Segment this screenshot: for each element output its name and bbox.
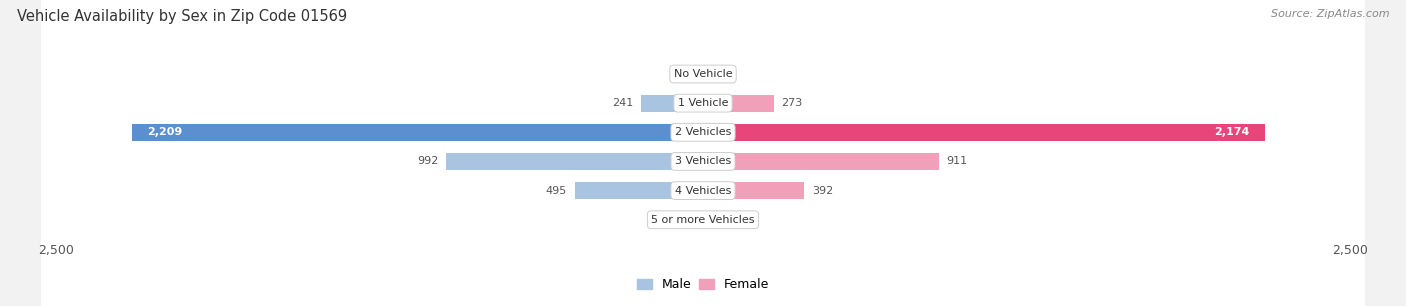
Text: 16: 16 — [678, 69, 692, 79]
Text: 4 Vehicles: 4 Vehicles — [675, 186, 731, 196]
Text: 911: 911 — [946, 156, 967, 166]
Text: 2,209: 2,209 — [148, 127, 183, 137]
Text: 2 Vehicles: 2 Vehicles — [675, 127, 731, 137]
FancyBboxPatch shape — [41, 0, 1365, 306]
Text: 992: 992 — [418, 156, 439, 166]
FancyBboxPatch shape — [41, 0, 1365, 306]
Text: 0: 0 — [711, 69, 717, 79]
Text: Source: ZipAtlas.com: Source: ZipAtlas.com — [1271, 9, 1389, 19]
Bar — [703, 124, 1265, 141]
Text: 48: 48 — [723, 215, 737, 225]
Text: Vehicle Availability by Sex in Zip Code 01569: Vehicle Availability by Sex in Zip Code … — [17, 9, 347, 24]
Bar — [641, 95, 703, 112]
Bar — [575, 182, 703, 199]
Text: 495: 495 — [546, 186, 567, 196]
Text: 241: 241 — [612, 98, 633, 108]
FancyBboxPatch shape — [41, 0, 1365, 306]
Text: 392: 392 — [813, 186, 834, 196]
Bar — [446, 153, 703, 170]
Text: 73: 73 — [662, 215, 676, 225]
Legend: Male, Female: Male, Female — [637, 278, 769, 291]
Text: 5 or more Vehicles: 5 or more Vehicles — [651, 215, 755, 225]
Bar — [703, 95, 773, 112]
FancyBboxPatch shape — [41, 0, 1365, 306]
Text: 2,174: 2,174 — [1215, 127, 1250, 137]
FancyBboxPatch shape — [41, 0, 1365, 306]
Bar — [685, 211, 703, 228]
Text: 3 Vehicles: 3 Vehicles — [675, 156, 731, 166]
Text: 1 Vehicle: 1 Vehicle — [678, 98, 728, 108]
Bar — [703, 211, 716, 228]
Bar — [703, 182, 804, 199]
Text: No Vehicle: No Vehicle — [673, 69, 733, 79]
Text: 273: 273 — [782, 98, 803, 108]
FancyBboxPatch shape — [41, 0, 1365, 306]
Bar — [699, 65, 703, 83]
Bar — [703, 153, 939, 170]
Bar — [132, 124, 703, 141]
